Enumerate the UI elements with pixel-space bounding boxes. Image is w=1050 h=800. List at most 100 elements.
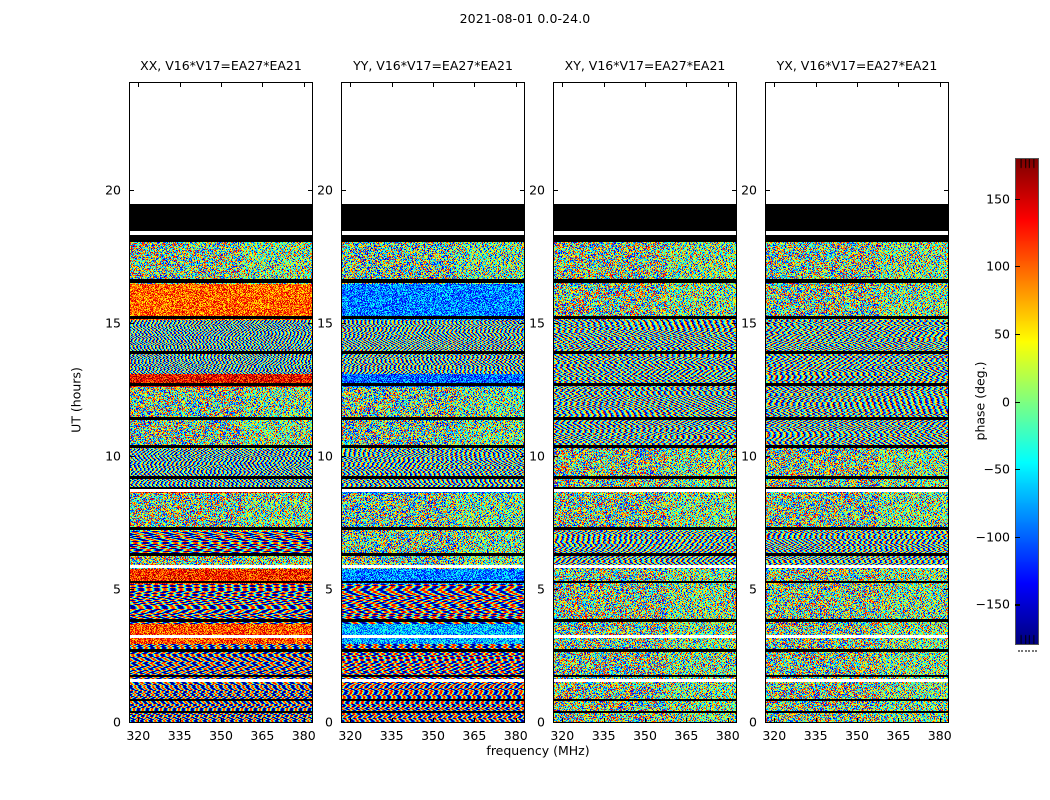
y-tick-mark-right bbox=[520, 455, 526, 457]
x-tick-mark-top bbox=[727, 81, 729, 87]
colorbar-tick-mark bbox=[1015, 198, 1020, 200]
x-tick-label: 380 bbox=[291, 728, 316, 743]
colorbar-tick-label: −100 bbox=[975, 529, 1010, 545]
x-tick-label: 350 bbox=[633, 728, 657, 743]
y-tick-mark bbox=[552, 322, 558, 324]
y-tick-mark bbox=[128, 322, 134, 324]
x-tick-mark bbox=[857, 718, 859, 724]
y-tick-mark bbox=[552, 455, 558, 457]
y-tick-mark bbox=[340, 189, 346, 191]
x-tick-mark-top bbox=[857, 81, 859, 87]
y-tick-label: 15 bbox=[317, 315, 333, 331]
colorbar-tick-mark bbox=[1015, 469, 1020, 471]
y-tick-mark-right bbox=[944, 189, 950, 191]
panel-title-yx: YX, V16*V17=EA27*EA21 bbox=[776, 58, 938, 73]
y-tick-label: 5 bbox=[537, 581, 545, 597]
y-tick-label: 10 bbox=[741, 448, 757, 464]
y-tick-mark-right bbox=[520, 588, 526, 590]
x-tick-mark bbox=[774, 718, 776, 724]
colorbar-tick-label: 150 bbox=[986, 191, 1010, 207]
y-tick-mark-right bbox=[944, 722, 950, 724]
x-tick-mark-top bbox=[515, 81, 517, 87]
panel-title-xy: XY, V16*V17=EA27*EA21 bbox=[564, 58, 726, 73]
colorbar-tick-label: −150 bbox=[975, 596, 1010, 612]
y-tick-mark-right bbox=[308, 455, 314, 457]
y-tick-mark-right bbox=[732, 588, 738, 590]
x-tick-label: 380 bbox=[715, 728, 740, 743]
x-tick-mark bbox=[303, 718, 305, 724]
y-tick-mark-right bbox=[308, 722, 314, 724]
x-tick-label: 335 bbox=[803, 728, 828, 743]
colorbar-tick-mark bbox=[1015, 536, 1020, 538]
y-tick-label: 20 bbox=[105, 182, 121, 197]
panel-title-xx: XX, V16*V17=EA27*EA21 bbox=[140, 58, 302, 73]
figure-suptitle: 2021-08-01 0.0-24.0 bbox=[459, 11, 591, 26]
panel-yy[interactable]: YY, V16*V17=EA27*EA21 320 335 350 365 380 0 5 1… bbox=[317, 58, 528, 743]
colorbar-tick-mark bbox=[1015, 604, 1020, 606]
y-tick-mark-right bbox=[308, 588, 314, 590]
y-tick-mark bbox=[128, 455, 134, 457]
y-tick-mark bbox=[764, 588, 770, 590]
panel-xx[interactable]: XX, V16*V17=EA27*EA21 320 335 350 365 380 0 5 1… bbox=[105, 58, 316, 743]
x-tick-mark bbox=[939, 718, 941, 724]
y-tick-mark-right bbox=[520, 722, 526, 724]
y-tick-label: 10 bbox=[105, 448, 121, 464]
x-tick-label: 335 bbox=[379, 728, 404, 743]
y-tick-mark-right bbox=[520, 322, 526, 324]
x-tick-mark-top bbox=[303, 81, 305, 87]
y-tick-mark bbox=[764, 189, 770, 191]
x-tick-mark bbox=[350, 718, 352, 724]
y-tick-mark-right bbox=[308, 189, 314, 191]
x-tick-mark bbox=[433, 718, 435, 724]
colorbar-tick-label: 100 bbox=[986, 258, 1010, 274]
x-tick-mark-top bbox=[221, 81, 223, 87]
y-tick-mark bbox=[340, 455, 346, 457]
y-tick-label: 10 bbox=[317, 448, 333, 464]
x-tick-mark bbox=[138, 718, 140, 724]
heatmap-image-yx bbox=[766, 83, 948, 722]
y-tick-mark-right bbox=[308, 322, 314, 324]
y-tick-mark bbox=[340, 722, 346, 724]
y-tick-label: 5 bbox=[325, 581, 333, 597]
y-tick-mark bbox=[764, 455, 770, 457]
x-tick-label: 320 bbox=[126, 728, 151, 743]
y-tick-label: 15 bbox=[529, 315, 545, 331]
y-tick-label: 5 bbox=[749, 581, 757, 597]
y-tick-mark-right bbox=[732, 722, 738, 724]
x-tick-mark bbox=[603, 718, 605, 724]
panel-yx[interactable]: YX, V16*V17=EA27*EA21 320 335 350 365 380 0 5 1… bbox=[741, 58, 952, 743]
x-tick-mark bbox=[645, 718, 647, 724]
x-tick-label: 380 bbox=[503, 728, 528, 743]
x-tick-label: 320 bbox=[762, 728, 787, 743]
x-tick-mark-top bbox=[350, 81, 352, 87]
x-tick-label: 365 bbox=[674, 728, 699, 743]
x-tick-mark-top bbox=[433, 81, 435, 87]
x-tick-label: 320 bbox=[338, 728, 363, 743]
y-tick-mark-right bbox=[944, 588, 950, 590]
y-tick-mark bbox=[552, 588, 558, 590]
y-tick-mark-right bbox=[732, 189, 738, 191]
panel-xy[interactable]: XY, V16*V17=EA27*EA21 320 335 350 365 380 0 5 1… bbox=[529, 58, 740, 743]
x-tick-label: 365 bbox=[250, 728, 275, 743]
x-tick-mark bbox=[474, 718, 476, 724]
y-tick-label: 10 bbox=[529, 448, 545, 464]
y-tick-mark bbox=[128, 189, 134, 191]
y-tick-mark-right bbox=[732, 455, 738, 457]
y-tick-mark bbox=[764, 722, 770, 724]
x-tick-label: 365 bbox=[886, 728, 911, 743]
y-tick-label: 5 bbox=[113, 581, 121, 597]
heatmap-image-xy bbox=[554, 83, 736, 722]
colorbar-tick-mark bbox=[1015, 401, 1020, 403]
panel-title-yy: YY, V16*V17=EA27*EA21 bbox=[353, 58, 513, 73]
x-tick-mark bbox=[221, 718, 223, 724]
x-tick-mark-top bbox=[562, 81, 564, 87]
colorbar-tick-mark bbox=[1015, 333, 1020, 335]
y-tick-label: 20 bbox=[529, 182, 545, 197]
y-tick-label: 0 bbox=[325, 714, 333, 730]
x-axis-label: frequency (MHz) bbox=[486, 743, 590, 758]
y-tick-mark bbox=[340, 322, 346, 324]
y-tick-mark bbox=[128, 722, 134, 724]
y-tick-mark bbox=[128, 588, 134, 590]
heatmap-image-yy bbox=[342, 83, 524, 722]
colorbar-tick-label: 50 bbox=[994, 326, 1010, 342]
